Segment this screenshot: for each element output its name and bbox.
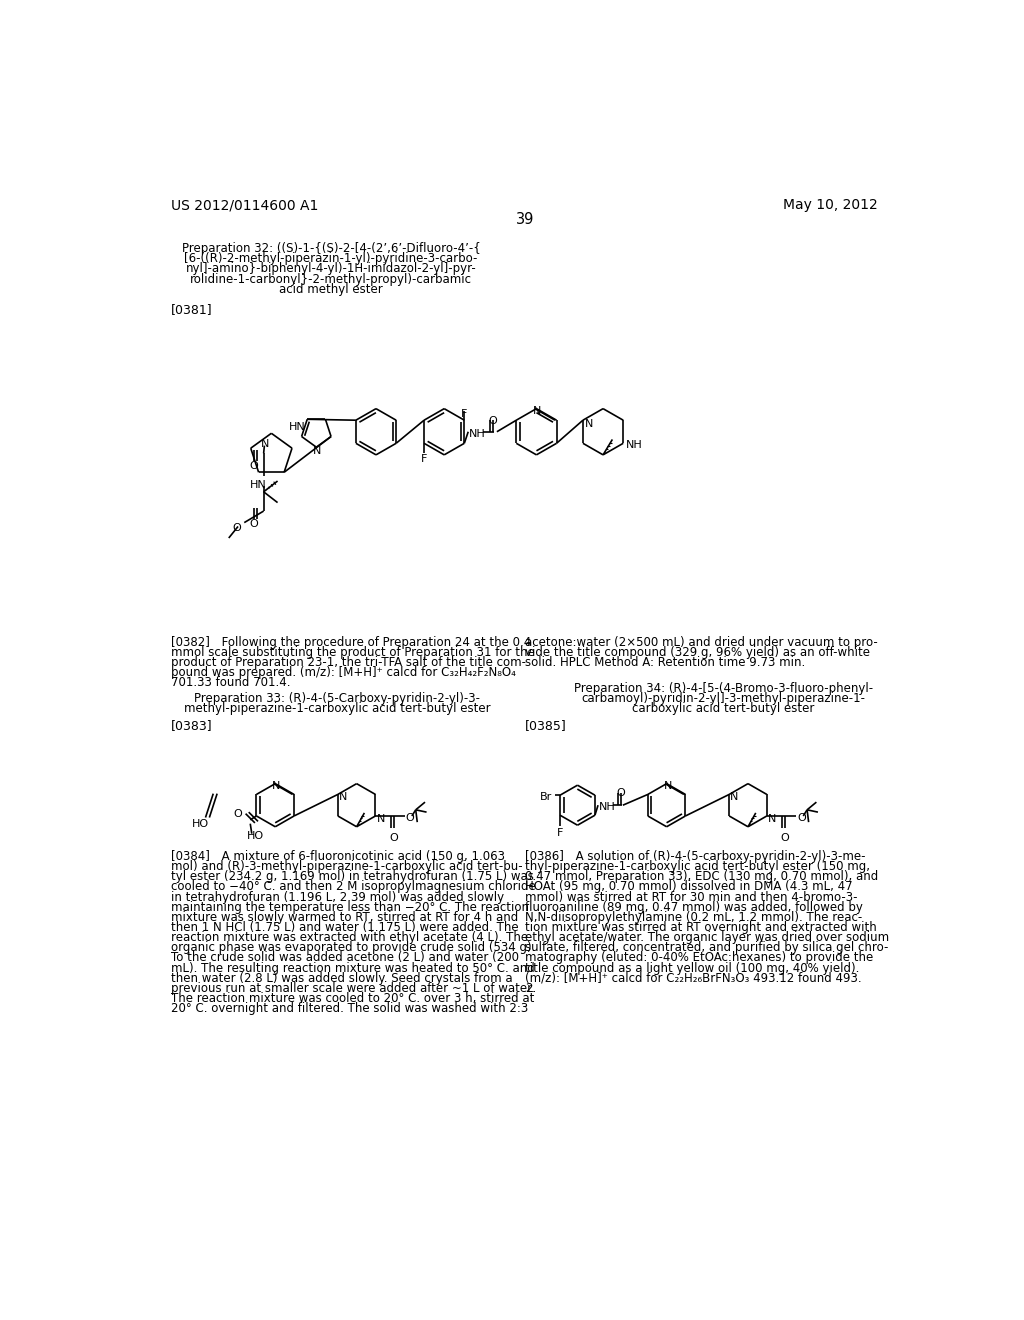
Text: mol) and (R)-3-methyl-piperazine-1-carboxylic acid tert-bu-: mol) and (R)-3-methyl-piperazine-1-carbo… [171,861,522,873]
Text: N: N [768,813,777,824]
Text: HO: HO [247,830,264,841]
Text: product of Preparation 23-1, the tri-TFA salt of the title com-: product of Preparation 23-1, the tri-TFA… [171,656,525,669]
Text: Br: Br [540,792,552,803]
Text: 20° C. overnight and filtered. The solid was washed with 2:3: 20° C. overnight and filtered. The solid… [171,1002,528,1015]
Text: HOAt (95 mg, 0.70 mmol) dissolved in DMA (4.3 mL, 47: HOAt (95 mg, 0.70 mmol) dissolved in DMA… [524,880,852,894]
Text: N: N [272,780,281,791]
Text: 39: 39 [516,213,534,227]
Text: N,N-diisopropylethylamine (0.2 mL, 1.2 mmol). The reac-: N,N-diisopropylethylamine (0.2 mL, 1.2 m… [524,911,862,924]
Text: N: N [664,780,672,791]
Text: NH: NH [599,803,615,812]
Text: carboxylic acid tert-butyl ester: carboxylic acid tert-butyl ester [632,702,814,715]
Text: mixture was slowly warmed to RT, stirred at RT for 4 h and: mixture was slowly warmed to RT, stirred… [171,911,518,924]
Text: previous run at smaller scale were added after ~1 L of water.: previous run at smaller scale were added… [171,982,535,995]
Text: vide the title compound (329 g, 96% yield) as an off-white: vide the title compound (329 g, 96% yiel… [524,645,869,659]
Text: mmol scale substituting the product of Preparation 31 for the: mmol scale substituting the product of P… [171,645,535,659]
Text: To the crude solid was added acetone (2 L) and water (200: To the crude solid was added acetone (2 … [171,952,518,965]
Text: O: O [780,833,790,843]
Text: O: O [232,523,242,532]
Text: HO: HO [193,818,210,829]
Text: F: F [461,409,468,420]
Text: title compound as a light yellow oil (100 mg, 40% yield).: title compound as a light yellow oil (10… [524,962,859,974]
Text: acetone:water (2×500 mL) and dried under vacuum to pro-: acetone:water (2×500 mL) and dried under… [524,636,878,649]
Text: [6-((R)-2-methyl-piperazin-1-yl)-pyridine-3-carbo-: [6-((R)-2-methyl-piperazin-1-yl)-pyridin… [184,252,478,265]
Text: O: O [797,813,806,822]
Text: O: O [616,788,626,799]
Text: F: F [421,454,427,465]
Text: [0385]: [0385] [524,719,566,733]
Text: [0383]: [0383] [171,719,212,733]
Text: HN: HN [250,480,266,490]
Text: then 1 N HCl (1.75 L) and water (1.175 L) were added. The: then 1 N HCl (1.75 L) and water (1.175 L… [171,921,518,935]
Text: then water (2.8 L) was added slowly. Seed crystals from a: then water (2.8 L) was added slowly. See… [171,972,512,985]
Text: NH: NH [626,441,642,450]
Text: rolidine-1-carbonyl}-2-methyl-propyl)-carbamic: rolidine-1-carbonyl}-2-methyl-propyl)-ca… [190,273,472,285]
Text: Preparation 32: ((S)-1-{(S)-2-[4-(2’,6’-Difluoro-4’-{: Preparation 32: ((S)-1-{(S)-2-[4-(2’,6’-… [181,242,480,255]
Text: tion mixture was stirred at RT overnight and extracted with: tion mixture was stirred at RT overnight… [524,921,877,935]
Text: (m/z): [M+H]⁺ calcd for C₂₂H₂₆BrFN₃O₃ 493.12 found 493.: (m/z): [M+H]⁺ calcd for C₂₂H₂₆BrFN₃O₃ 49… [524,972,861,985]
Text: [0381]: [0381] [171,304,212,317]
Text: organic phase was evaporated to provide crude solid (534 g).: organic phase was evaporated to provide … [171,941,535,954]
Text: reaction mixture was extracted with ethyl acetate (4 L). The: reaction mixture was extracted with ethy… [171,931,527,944]
Text: HN: HN [289,422,305,432]
Text: mmol) was stirred at RT for 30 min and then 4-bromo-3-: mmol) was stirred at RT for 30 min and t… [524,891,857,903]
Text: ethyl acetate/water. The organic layer was dried over sodium: ethyl acetate/water. The organic layer w… [524,931,889,944]
Text: 701.33 found 701.4.: 701.33 found 701.4. [171,676,290,689]
Text: pound was prepared. (m/z): [M+H]⁺ calcd for C₃₂H₄₂F₂N₈O₄: pound was prepared. (m/z): [M+H]⁺ calcd … [171,665,515,678]
Text: Preparation 33: (R)-4-(5-Carboxy-pyridin-2-yl)-3-: Preparation 33: (R)-4-(5-Carboxy-pyridin… [195,692,480,705]
Text: acid methyl ester: acid methyl ester [280,284,383,296]
Text: N: N [377,813,385,824]
Text: N: N [339,792,347,803]
Text: N: N [313,446,322,455]
Text: F: F [557,828,563,837]
Text: [0384] A mixture of 6-fluoronicotinic acid (150 g, 1.063: [0384] A mixture of 6-fluoronicotinic ac… [171,850,505,863]
Text: sulfate, filtered, concentrated, and purified by silica gel chro-: sulfate, filtered, concentrated, and pur… [524,941,888,954]
Text: 0.47 mmol, Preparation 33), EDC (130 mg, 0.70 mmol), and: 0.47 mmol, Preparation 33), EDC (130 mg,… [524,870,878,883]
Text: NH: NH [469,429,485,438]
Text: O: O [250,519,258,529]
Text: May 10, 2012: May 10, 2012 [783,198,879,213]
Text: 2.: 2. [524,982,536,995]
Text: [0386] A solution of (R)-4-(5-carboxy-pyridin-2-yl)-3-me-: [0386] A solution of (R)-4-(5-carboxy-py… [524,850,865,863]
Text: nyl]-amino}-biphenyl-4-yl)-1H-imidazol-2-yl]-pyr-: nyl]-amino}-biphenyl-4-yl)-1H-imidazol-2… [185,263,476,276]
Text: thyl-piperazine-1-carboxylic acid tert-butyl ester (150 mg,: thyl-piperazine-1-carboxylic acid tert-b… [524,861,869,873]
Text: The reaction mixture was cooled to 20° C. over 3 h, stirred at: The reaction mixture was cooled to 20° C… [171,993,534,1005]
Text: N: N [730,792,738,803]
Text: O: O [233,809,242,818]
Text: O: O [389,833,398,843]
Text: O: O [488,416,497,426]
Text: O: O [250,461,258,471]
Text: maintaining the temperature less than −20° C. The reaction: maintaining the temperature less than −2… [171,900,528,913]
Text: US 2012/0114600 A1: US 2012/0114600 A1 [171,198,318,213]
Text: mL). The resulting reaction mixture was heated to 50° C. and: mL). The resulting reaction mixture was … [171,962,535,974]
Text: carbamoyl)-pyridin-2-yl]-3-methyl-piperazine-1-: carbamoyl)-pyridin-2-yl]-3-methyl-pipera… [582,692,865,705]
Text: in tetrahydrofuran (1.196 L, 2.39 mol) was added slowly: in tetrahydrofuran (1.196 L, 2.39 mol) w… [171,891,504,903]
Text: solid. HPLC Method A: Retention time 9.73 min.: solid. HPLC Method A: Retention time 9.7… [524,656,805,669]
Text: Preparation 34: (R)-4-[5-(4-Bromo-3-fluoro-phenyl-: Preparation 34: (R)-4-[5-(4-Bromo-3-fluo… [573,682,872,696]
Text: fluoroaniline (89 mg, 0.47 mmol) was added, followed by: fluoroaniline (89 mg, 0.47 mmol) was add… [524,900,862,913]
Text: N: N [534,405,542,416]
Text: [0382] Following the procedure of Preparation 24 at the 0.4: [0382] Following the procedure of Prepar… [171,636,530,649]
Text: matography (eluted: 0-40% EtOAc:hexanes) to provide the: matography (eluted: 0-40% EtOAc:hexanes)… [524,952,873,965]
Text: N: N [261,440,269,449]
Text: cooled to −40° C. and then 2 M isopropylmagnesium chloride: cooled to −40° C. and then 2 M isopropyl… [171,880,536,894]
Text: N: N [585,418,593,429]
Text: O: O [406,813,415,822]
Text: tyl ester (234.2 g, 1.169 mol) in tetrahydrofuran (1.75 L) was: tyl ester (234.2 g, 1.169 mol) in tetrah… [171,870,534,883]
Text: methyl-piperazine-1-carboxylic acid tert-butyl ester: methyl-piperazine-1-carboxylic acid tert… [184,702,490,715]
